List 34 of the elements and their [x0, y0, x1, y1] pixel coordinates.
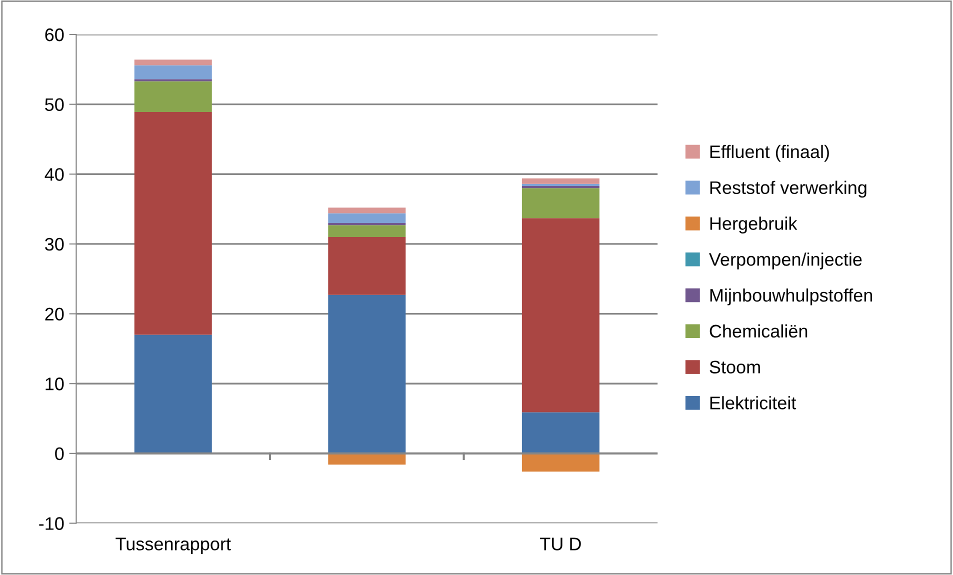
bar: [522, 184, 600, 186]
y-tick-label: 0: [55, 447, 64, 460]
bar: [328, 294, 406, 454]
bar: [134, 334, 212, 454]
legend-label: Chemicaliën: [710, 324, 808, 338]
legend-label: Effluent (finaal): [710, 144, 829, 162]
legend-label: Elektriciteit: [710, 396, 796, 410]
legend-label: Stoom: [710, 360, 760, 374]
bar: [134, 60, 212, 66]
y-tick-label: -10: [39, 517, 64, 530]
bar: [328, 225, 406, 237]
bar: [134, 112, 212, 335]
y-tick-label: 60: [45, 28, 64, 42]
y-tick-label: 40: [44, 168, 64, 181]
y-tick-label: 10: [46, 378, 64, 390]
legend-label: Verpompen/injectie: [709, 252, 862, 270]
y-tick-label: 20: [45, 308, 64, 321]
legend-label: Hergebruik: [710, 216, 798, 234]
y-tick-label: 30: [45, 238, 64, 251]
bar: [328, 213, 406, 224]
legend-label: Mijnbouwhulpstoffen: [710, 288, 872, 306]
bar: [134, 65, 212, 80]
bar: [522, 188, 600, 218]
bar: [522, 453, 600, 472]
bar: [522, 412, 600, 454]
bar: [328, 208, 406, 214]
y-tick-label: 50: [45, 98, 64, 112]
bar: [328, 236, 406, 295]
legend-label: Reststof verwerking: [710, 180, 866, 198]
x-tick-label: Tussenrapport: [116, 538, 231, 554]
bar: [522, 178, 600, 184]
x-tick-label: TU D: [540, 538, 581, 550]
bar: [522, 218, 600, 412]
bar: [134, 81, 212, 112]
